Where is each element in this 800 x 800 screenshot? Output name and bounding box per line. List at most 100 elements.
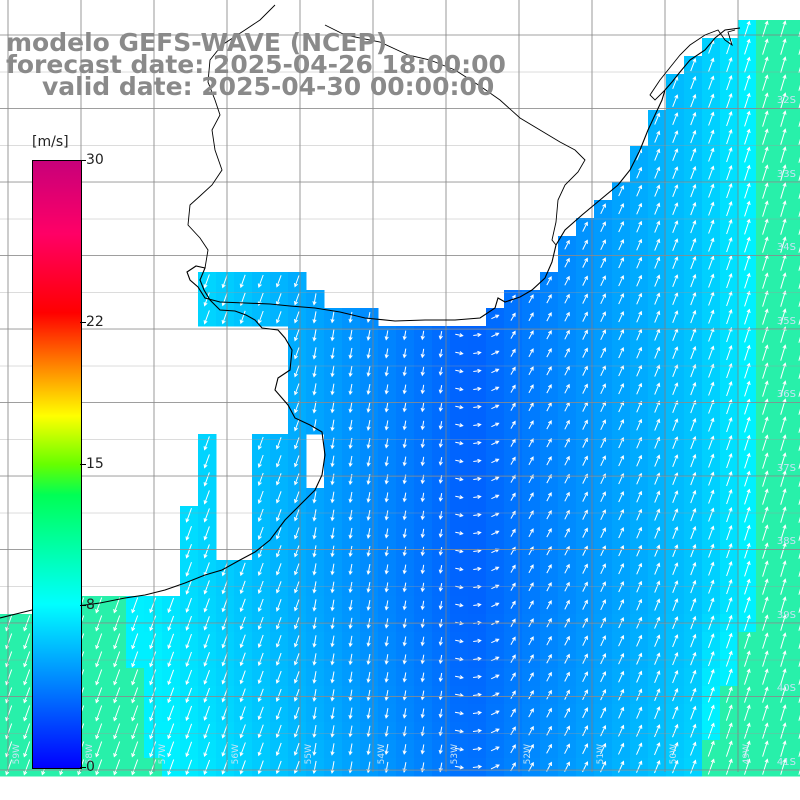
wind-arrow: [167, 705, 175, 722]
wind-arrow: [636, 184, 643, 197]
wind-arrow: [438, 421, 443, 430]
wind-arrow: [690, 741, 697, 756]
wind-arrow: [257, 760, 264, 775]
wind-arrow: [402, 564, 407, 575]
wind-arrow: [257, 580, 264, 594]
wind-cell: [792, 326, 800, 345]
wind-arrow: [312, 581, 317, 594]
wind-arrow: [600, 527, 606, 539]
wind-arrow: [185, 705, 193, 722]
wind-arrow: [438, 547, 443, 556]
wind-arrow: [600, 275, 606, 287]
wind-arrow: [708, 273, 715, 288]
wind-cell: [792, 704, 800, 723]
wind-arrow: [780, 164, 787, 181]
wind-arrow: [473, 422, 482, 428]
wind-arrow: [744, 686, 751, 703]
wind-arrow: [744, 146, 751, 163]
wind-arrow: [690, 255, 697, 270]
wind-cell: [792, 56, 800, 75]
wind-cell: [792, 200, 800, 219]
wind-arrow: [618, 400, 625, 413]
wind-arrow: [762, 560, 769, 577]
wind-cell: [792, 362, 800, 381]
wind-arrow: [582, 527, 588, 538]
wind-arrow: [420, 672, 425, 683]
wind-arrow: [384, 420, 389, 431]
wind-arrow: [203, 274, 210, 289]
wind-arrow: [546, 743, 552, 754]
wind-arrow: [762, 632, 769, 649]
wind-arrow: [185, 562, 192, 577]
wind-arrow: [257, 490, 264, 504]
wind-arrow: [618, 544, 625, 557]
wind-arrow: [708, 237, 715, 252]
wind-arrow: [618, 598, 625, 611]
wind-arrow: [257, 436, 264, 450]
wind-arrow: [564, 239, 570, 250]
wind-arrow: [672, 472, 679, 485]
wind-arrow: [726, 489, 733, 505]
wind-arrow: [726, 471, 733, 487]
wind-arrow: [473, 368, 482, 374]
wind-arrow: [275, 706, 282, 720]
wind-arrow: [636, 544, 643, 557]
wind-arrow: [762, 92, 769, 109]
wind-arrow: [762, 704, 769, 721]
wind-arrow: [600, 653, 607, 665]
wind-arrow: [366, 402, 371, 413]
wind-arrow: [366, 312, 371, 323]
longitude-label: 52W: [523, 744, 533, 765]
wind-arrow: [528, 402, 534, 412]
wind-arrow: [438, 636, 443, 647]
wind-arrow: [546, 635, 552, 646]
wind-arrow: [330, 383, 335, 396]
wind-arrow: [618, 328, 625, 341]
wind-arrow: [257, 688, 264, 703]
wind-arrow: [149, 597, 157, 614]
wind-cell: [792, 578, 800, 597]
wind-arrow: [239, 598, 246, 613]
wind-arrow: [491, 422, 500, 428]
wind-arrow: [654, 346, 661, 359]
wind-arrow: [312, 635, 317, 648]
wind-arrow: [366, 420, 371, 431]
wind-arrow: [546, 707, 552, 718]
wind-arrow: [744, 650, 751, 667]
wind-arrow: [455, 657, 464, 662]
wind-arrow: [582, 365, 588, 376]
wind-arrow: [636, 490, 643, 503]
latitude-label: 36S: [776, 389, 796, 400]
wind-arrow: [744, 272, 751, 289]
wind-arrow: [420, 546, 425, 557]
wind-arrow: [726, 183, 733, 199]
wind-cell: [792, 686, 800, 705]
wind-arrow: [455, 351, 464, 356]
wind-cell: [792, 740, 800, 759]
wind-arrow: [690, 543, 697, 558]
wind-arrow: [672, 202, 679, 215]
longitude-label: 55W: [304, 744, 314, 765]
wind-arrow: [490, 674, 500, 680]
wind-arrow: [762, 398, 769, 415]
wind-arrow: [402, 690, 407, 701]
wind-arrow: [312, 509, 317, 522]
wind-arrow: [528, 294, 534, 304]
wind-arrow: [762, 434, 769, 451]
wind-arrow: [708, 57, 715, 72]
wind-arrow: [582, 725, 589, 737]
wind-arrow: [167, 687, 175, 704]
wind-arrow: [402, 420, 407, 431]
wind-arrow: [744, 416, 751, 433]
wind-arrow: [600, 293, 606, 305]
wind-arrow: [654, 508, 661, 521]
colorbar-tick-label: 30: [86, 152, 104, 168]
wind-arrow: [510, 672, 516, 682]
wind-arrow: [528, 564, 534, 574]
wind-arrow: [618, 382, 625, 395]
wind-arrow: [744, 110, 751, 127]
wind-arrow: [672, 94, 679, 107]
wind-arrow: [600, 419, 606, 431]
wind-arrow: [294, 311, 300, 324]
wind-arrow: [510, 582, 516, 591]
